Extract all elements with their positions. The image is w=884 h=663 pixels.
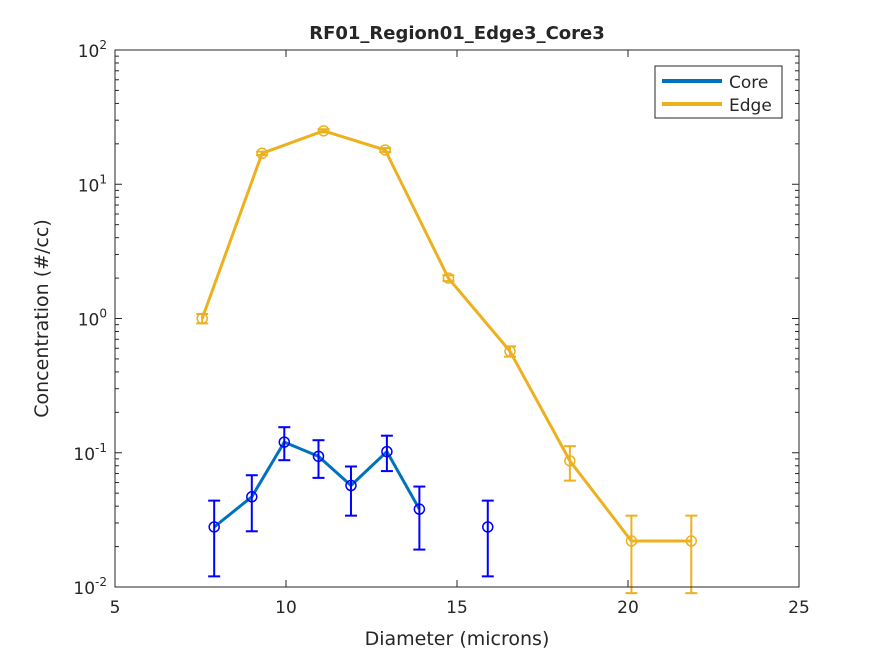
data-point-core xyxy=(208,521,220,533)
legend-label-core: Core xyxy=(729,73,768,93)
data-point-core xyxy=(246,491,258,503)
data-point-edge xyxy=(196,312,208,325)
chart-title: RF01_Region01_Edge3_Core3 xyxy=(309,23,605,44)
data-point-edge xyxy=(564,455,576,467)
y-tick-label: 10-1 xyxy=(73,441,107,465)
y-axis-label: Concentration (#/cc) xyxy=(31,219,53,418)
x-tick-label: 15 xyxy=(446,598,468,618)
x-tick-label: 25 xyxy=(788,598,810,618)
data-point-edge xyxy=(317,125,330,137)
y-tick-label: 100 xyxy=(78,307,107,331)
data-point-edge xyxy=(685,535,698,547)
data-point-edge xyxy=(504,345,516,358)
data-point-edge xyxy=(379,144,391,156)
data-point-edge xyxy=(625,535,638,547)
data-point-core xyxy=(482,521,494,533)
data-point-edge xyxy=(442,272,455,284)
plot-area xyxy=(115,50,799,587)
x-tick-label: 20 xyxy=(617,598,639,618)
data-point-core xyxy=(312,450,325,463)
x-axis-label: Diameter (microns) xyxy=(365,628,550,650)
y-tick-label: 102 xyxy=(78,38,107,62)
legend-box xyxy=(654,65,783,119)
series-layer xyxy=(196,125,698,595)
legend: Core Edge xyxy=(654,65,783,119)
y-axis-ticks: 10-2 10-1 100 101 102 xyxy=(73,38,799,599)
x-axis-ticks: 5 10 15 20 25 xyxy=(110,50,810,618)
legend-label-edge: Edge xyxy=(729,96,772,116)
y-tick-label: 101 xyxy=(78,172,107,196)
x-tick-label: 10 xyxy=(275,598,297,618)
data-point-core xyxy=(381,445,393,458)
x-tick-label: 5 xyxy=(110,598,121,618)
data-point-core xyxy=(345,479,357,492)
y-tick-label: 10-2 xyxy=(73,575,107,599)
data-point-core xyxy=(413,503,426,515)
plot-frame xyxy=(114,49,800,588)
data-point-core xyxy=(278,436,291,448)
data-point-edge xyxy=(256,147,268,160)
